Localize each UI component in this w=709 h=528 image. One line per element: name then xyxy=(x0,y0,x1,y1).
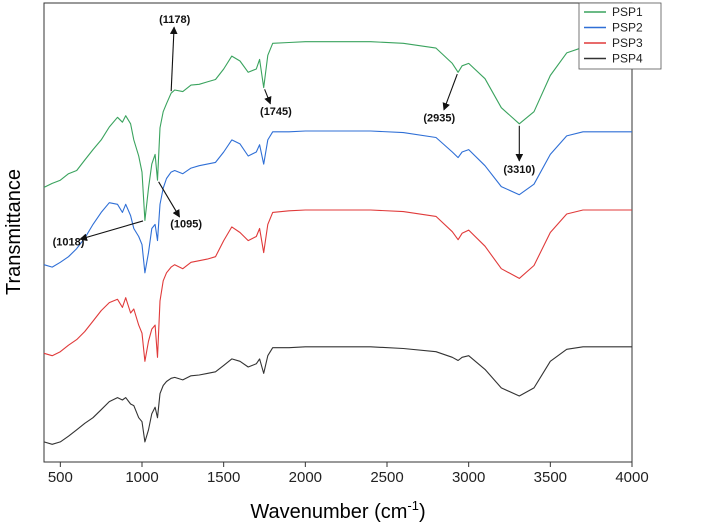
annotation-arrow-1 xyxy=(264,89,272,105)
y-axis-title: Transmittance xyxy=(3,169,25,295)
x-tick-label-1: 1000 xyxy=(125,469,158,486)
legend-label-psp1: PSP1 xyxy=(612,5,643,19)
annotation-label-0: (1178) xyxy=(159,14,191,26)
legend-label-psp2: PSP2 xyxy=(612,21,643,35)
legend-label-psp4: PSP4 xyxy=(612,52,643,66)
annotation-label-3: (1095) xyxy=(170,219,202,231)
series-layer xyxy=(43,41,632,445)
series-line-psp2 xyxy=(43,130,632,274)
x-axis-title-end: ) xyxy=(419,501,426,523)
annotation-arrow-2 xyxy=(79,220,144,242)
annotation-label-4: (2935) xyxy=(423,112,455,124)
x-tick-label-4: 2500 xyxy=(370,469,403,486)
x-axis: 500 1000 1500 2000 2500 3000 3500 4000 xyxy=(48,462,649,486)
annotation-arrow-4 xyxy=(442,73,458,111)
x-tick-label-2: 1500 xyxy=(207,469,240,486)
annotation-arrow-0 xyxy=(169,26,178,92)
plot-frame xyxy=(43,2,633,463)
x-axis-title-sup: -1 xyxy=(407,498,419,513)
x-tick-label-6: 3500 xyxy=(534,469,567,486)
annotation-arrow-3 xyxy=(158,181,180,218)
series-line-psp3 xyxy=(43,209,632,362)
x-tick-label-5: 3000 xyxy=(452,469,485,486)
x-axis-title: Wavenumber (cm-1) xyxy=(250,498,425,523)
annotation-label-2: (1018) xyxy=(53,236,85,248)
legend-label-psp3: PSP3 xyxy=(612,36,643,50)
series-line-psp4 xyxy=(43,346,632,445)
annotation-label-1: (1745) xyxy=(260,106,292,118)
annotation-label-5: (3310) xyxy=(503,164,535,176)
annotation-layer: (1178) (1745) (1018) (1095) (2935) (3310) xyxy=(53,14,536,248)
x-tick-label-3: 2000 xyxy=(289,469,322,486)
x-axis-title-main: Wavenumber (cm xyxy=(250,501,407,523)
series-line-psp1 xyxy=(43,41,632,221)
x-tick-label-0: 500 xyxy=(48,469,73,486)
x-tick-label-7: 4000 xyxy=(615,469,648,486)
